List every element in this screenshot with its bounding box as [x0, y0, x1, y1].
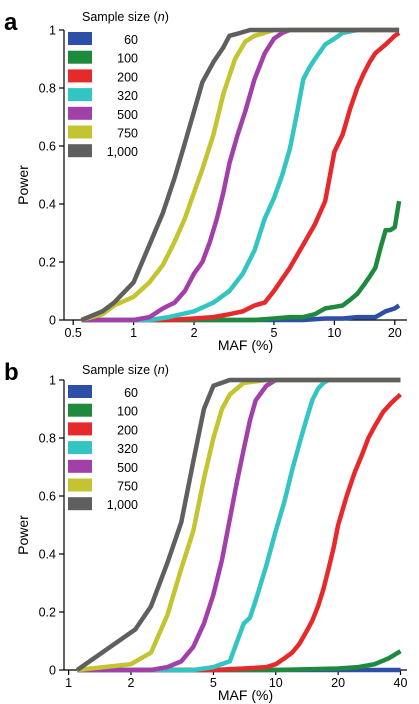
y-axis-label: Power: [15, 515, 31, 555]
legend-swatch: [68, 422, 92, 436]
panel-a-axes: 0 0.2 0.4 0.6 0.8 1 0.5 1 2 5 10 20 MAF (%) Power: [15, 24, 407, 353]
legend-swatch: [68, 441, 92, 455]
legend-swatch: [68, 497, 92, 511]
legend-swatch: [68, 403, 92, 417]
y-tick-label: 0.2: [39, 256, 56, 270]
y-tick-label: 0.8: [39, 432, 56, 446]
legend-label: 750: [117, 480, 138, 494]
series-line-320: [81, 27, 400, 323]
panel-b-legend: Sample size (n) 60 100 200 320 500 750 1,000: [68, 363, 169, 512]
series-line-100: [81, 200, 402, 323]
panel-a-letter: a: [4, 9, 18, 36]
legend-swatch: [68, 459, 92, 473]
legend-swatch: [68, 144, 92, 158]
legend-label: 1,000: [107, 145, 138, 159]
x-tick-label: 10: [269, 676, 283, 690]
legend-swatch: [68, 88, 92, 102]
series-line-750: [76, 377, 401, 673]
legend-label: 60: [124, 33, 138, 47]
x-tick-label: 2: [127, 676, 134, 690]
x-tick-label: 0.5: [64, 326, 81, 340]
y-axis-label: Power: [15, 165, 31, 205]
legend-label: 500: [117, 461, 138, 475]
x-axis-label: MAF (%): [218, 337, 273, 353]
legend-label: 500: [117, 108, 138, 122]
y-tick-label: 0.6: [39, 140, 56, 154]
y-tick-label: 0.8: [39, 82, 56, 96]
panel-b-letter: b: [4, 359, 19, 386]
x-tick-label: 20: [331, 676, 345, 690]
legend-swatch: [68, 478, 92, 492]
legend-label: 100: [117, 405, 138, 419]
legend-label: 100: [117, 52, 138, 66]
x-tick-label: 5: [270, 326, 277, 340]
legend-swatch: [68, 32, 92, 45]
x-tick-label: 5: [210, 676, 217, 690]
panel-b: b 0 0.2 0.4 0.6 0.8 1 1 2 5 10 20 40 MAF (%) Power Sa…: [4, 359, 407, 703]
x-tick-label: 2: [191, 326, 198, 340]
legend-swatch: [68, 125, 92, 139]
legend-label: 200: [117, 423, 138, 437]
series-line-200: [77, 392, 403, 673]
series-line-200: [81, 31, 401, 323]
panel-a: a 0 0.2 0.4 0.6 0.8 1 0.5 1 2 5 10 20 MAF (%) Power S…: [4, 9, 407, 353]
series-line-1000: [75, 377, 401, 672]
x-tick-label: 1: [130, 326, 137, 340]
legend-label: 320: [117, 89, 138, 103]
y-tick-label: 1: [49, 374, 56, 388]
y-tick-label: 0.4: [39, 198, 56, 212]
legend-swatch: [68, 106, 92, 120]
x-tick-label: 10: [327, 326, 341, 340]
panel-b-series: [75, 377, 403, 673]
legend-label: 320: [117, 442, 138, 456]
y-tick-label: 0.6: [39, 490, 56, 504]
legend-swatch: [68, 69, 92, 83]
x-tick-label: 1: [65, 676, 72, 690]
legend-swatch: [68, 385, 92, 398]
y-tick-label: 0.2: [39, 606, 56, 620]
y-tick-label: 0: [49, 664, 56, 678]
series-line-500: [77, 377, 401, 673]
legend-title: Sample size (n): [82, 10, 169, 24]
legend-swatch: [68, 50, 92, 64]
legend-title: Sample size (n): [82, 363, 169, 377]
y-tick-label: 0.4: [39, 548, 56, 562]
legend-label: 750: [117, 127, 138, 141]
legend-label: 1,000: [107, 498, 138, 512]
legend-label: 200: [117, 70, 138, 84]
legend-label: 60: [124, 386, 138, 400]
x-tick-label: 20: [388, 326, 402, 340]
x-axis-label: MAF (%): [218, 687, 273, 703]
panel-a-series: [80, 27, 402, 323]
panel-a-legend: Sample size (n) 60 100 200 320 500 750 1,000: [68, 10, 169, 159]
y-tick-label: 0: [49, 314, 56, 328]
x-tick-label: 40: [394, 676, 408, 690]
series-line-1000: [80, 27, 400, 323]
y-tick-label: 1: [49, 24, 56, 38]
